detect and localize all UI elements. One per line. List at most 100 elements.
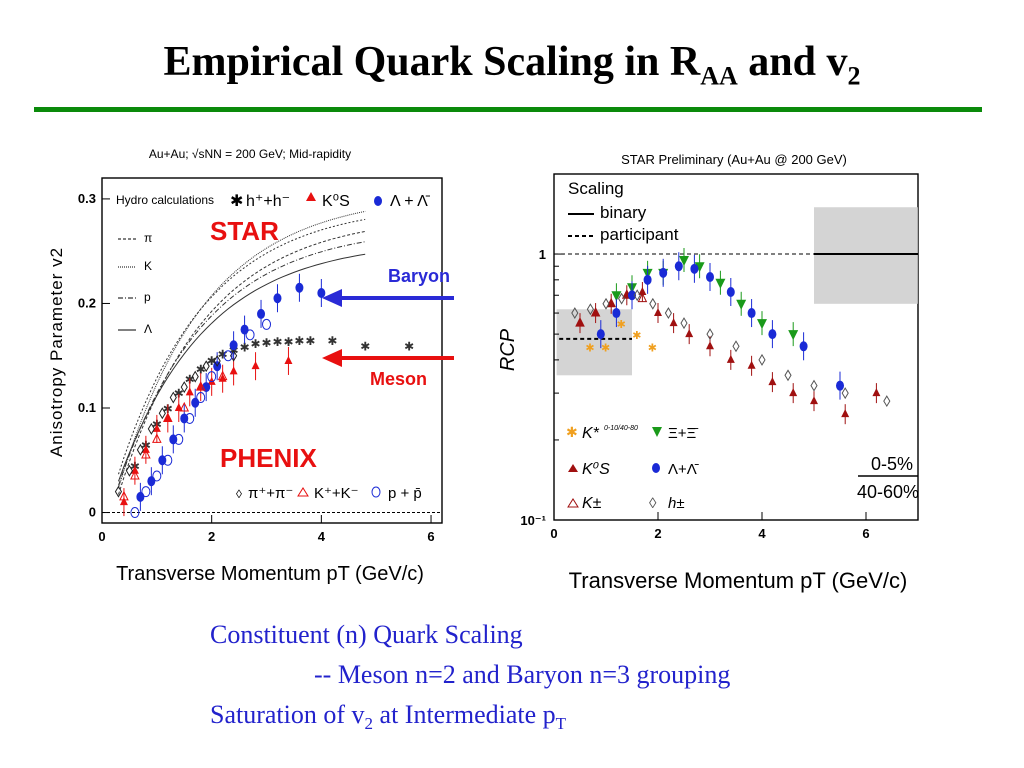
lambda-point — [747, 308, 756, 319]
right-ylabel: RCP — [497, 328, 519, 371]
k0s-point — [638, 286, 647, 295]
hpm-point — [758, 353, 766, 366]
hh-point: ✱ — [207, 354, 217, 368]
x-tick-label: 0 — [98, 529, 105, 544]
leg-k0s-r: K⁰S — [582, 461, 610, 478]
lambda-point — [690, 263, 699, 274]
hh-point: ✱ — [305, 334, 315, 348]
v2-chart: Au+Au; √sNN = 200 GeV; Mid-rapidity 0 2 4 6… — [47, 147, 443, 585]
caption: Constituent (n) Quark Scaling -- Meson n… — [210, 615, 730, 744]
binary-band — [814, 207, 918, 304]
pp-point — [207, 371, 217, 383]
leg-kstar-ratio: 0-10/40-80 — [604, 425, 638, 432]
y-tick-label: 10⁻¹ — [520, 513, 546, 528]
caption-line-3-sub: 2 — [364, 714, 374, 734]
hh-point: ✱ — [294, 334, 304, 348]
lambda-point — [674, 261, 683, 272]
hpm-point — [618, 292, 626, 305]
lambda-point — [147, 476, 156, 487]
hh-point: ✱ — [404, 339, 414, 353]
left-axis-ticks: 0 2 4 6 0 0.1 0.2 0.3 — [78, 191, 435, 544]
right-axis-ticks: 0 2 4 6 10⁻¹ 1 — [520, 247, 869, 541]
kstar-point: ✱ — [617, 319, 626, 331]
hh-point: ✱ — [174, 386, 184, 400]
pipi-point — [114, 485, 123, 498]
leg-kk: K⁺+K⁻ — [314, 485, 359, 502]
hpm-point — [810, 379, 818, 392]
leg-kstar: K* — [582, 425, 600, 442]
x-tick-label: 6 — [862, 526, 869, 541]
k0s-point — [706, 341, 714, 350]
left-plot-frame — [101, 177, 443, 524]
x-tick-label: 0 — [550, 526, 557, 541]
y-tick-label: 0.2 — [78, 295, 96, 310]
leg-pipi-marker: ◊ — [236, 487, 242, 501]
pipi-point — [125, 464, 134, 477]
title-text: Empirical Quark Scaling in R — [163, 39, 701, 85]
pp-point — [262, 318, 272, 330]
lambda-point — [643, 274, 652, 285]
k0s-point — [810, 396, 818, 405]
hh-point: ✱ — [360, 339, 370, 353]
pp-point — [196, 392, 206, 404]
x-tick-label: 2 — [654, 526, 661, 541]
hydro-p: p — [144, 290, 151, 304]
participant-label: participant — [600, 225, 679, 244]
k0s-point — [576, 318, 584, 327]
star-label: STAR — [210, 216, 279, 246]
k0s-point — [152, 423, 161, 432]
hpm-point — [732, 340, 740, 353]
k0s-point — [747, 360, 756, 369]
lambda-point — [273, 293, 282, 304]
pp-point — [185, 412, 195, 424]
hpm-point — [586, 303, 594, 316]
hydro-lambda: Λ — [144, 322, 152, 336]
title-sub: AA — [700, 61, 738, 91]
hpm-point — [680, 317, 688, 330]
participant-band — [556, 309, 632, 376]
baryon-label: Baryon — [388, 266, 450, 286]
leg-hh-marker: ✱ — [230, 193, 243, 210]
leg-k0s-r-marker — [568, 464, 578, 472]
xi-point — [788, 330, 799, 341]
lambda-point — [706, 271, 714, 282]
centrality-top: 0-5% — [871, 454, 913, 474]
kstar-point: ✱ — [632, 330, 641, 342]
title-text-mid: and v — [737, 39, 848, 85]
xi-point — [679, 255, 689, 266]
k0s-point — [726, 354, 735, 363]
leg-kk-marker — [297, 487, 309, 497]
leg-k0s: K⁰S — [322, 193, 350, 210]
lambda-point — [628, 290, 636, 301]
lambda-point — [596, 329, 605, 340]
pipi-point — [202, 360, 210, 373]
pipi-point — [180, 381, 188, 394]
title-sub2: 2 — [847, 61, 861, 91]
k0s-point — [768, 377, 777, 386]
k0s-point — [174, 403, 183, 411]
hh-point: ✱ — [240, 340, 250, 354]
caption-line-2: -- Meson n=2 and Baryon n=3 grouping — [314, 660, 731, 689]
pipi-point — [191, 370, 199, 383]
centrality-bottom: 40-60% — [857, 482, 919, 502]
pp-point — [245, 329, 255, 341]
kpm-point — [590, 306, 601, 317]
k0s-point — [841, 409, 850, 418]
leg-hh: h⁺+h⁻ — [246, 193, 290, 210]
leg-pp-marker — [371, 486, 381, 498]
kstar-point: ✱ — [648, 342, 657, 354]
hydro-curves — [118, 210, 366, 495]
kk-point — [152, 433, 162, 443]
left-chart-title: Au+Au; √sNN = 200 GeV; Mid-rapidity — [149, 147, 351, 161]
kk-point — [217, 370, 228, 381]
k0s-point — [251, 361, 260, 370]
caption-line-3-sub2: T — [555, 714, 567, 734]
leg-kpm: K± — [582, 495, 602, 512]
lambda-point — [229, 340, 238, 351]
leg-lambda-marker — [374, 196, 382, 206]
rcp-chart: STAR Preliminary (Au+Au @ 200 GeV) 0 2 4 6 1… — [497, 152, 919, 593]
hydro-curve — [118, 253, 366, 482]
lambda-point — [659, 267, 668, 278]
hpm-point — [883, 395, 891, 408]
